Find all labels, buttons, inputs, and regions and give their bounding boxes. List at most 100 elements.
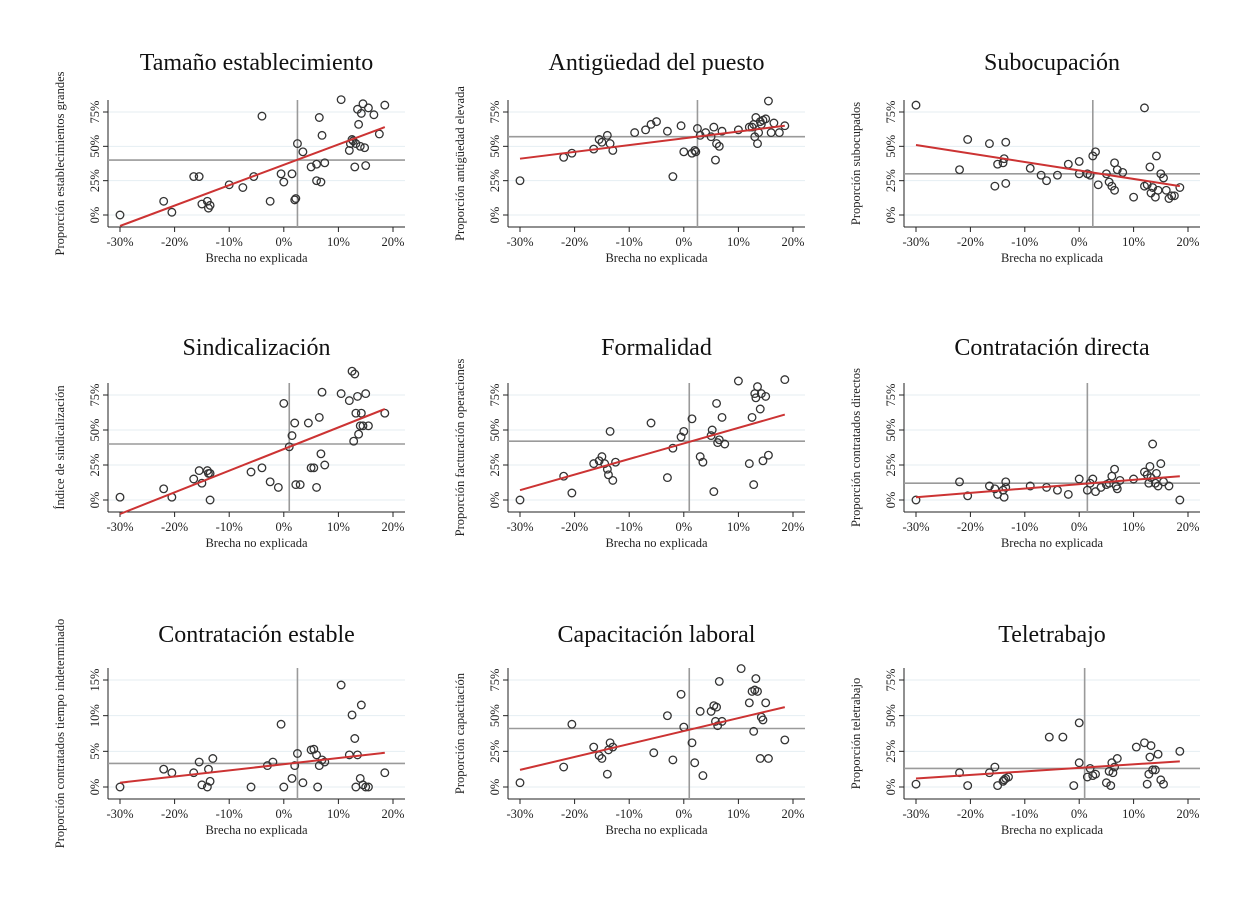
data-point	[290, 418, 300, 428]
data-point	[1042, 176, 1052, 186]
x-tick-label: -10%	[216, 235, 243, 249]
x-tick-label: 0%	[1071, 520, 1088, 534]
data-point	[769, 118, 779, 128]
data-point	[1110, 762, 1120, 772]
data-point	[363, 782, 373, 792]
data-point	[1148, 183, 1158, 192]
x-tick-label: 20%	[782, 807, 805, 821]
y-tick-label: 0%	[884, 207, 898, 224]
x-tick-label: -20%	[161, 520, 188, 534]
data-point	[360, 143, 370, 153]
data-point	[194, 757, 204, 767]
data-point	[279, 782, 289, 792]
data-point	[911, 100, 921, 110]
data-point	[714, 141, 724, 151]
x-tick-label: 20%	[782, 235, 805, 249]
data-point	[1044, 732, 1054, 742]
data-point	[361, 782, 371, 792]
data-point	[709, 487, 719, 497]
y-tick-label: 75%	[488, 384, 502, 407]
data-point	[911, 779, 921, 789]
data-point	[287, 773, 297, 783]
data-point	[293, 749, 302, 758]
data-point	[751, 393, 761, 403]
data-point	[159, 764, 169, 774]
data-point	[1001, 178, 1011, 188]
data-point	[1091, 769, 1100, 779]
data-point	[336, 95, 346, 105]
x-tick-label: 10%	[727, 807, 750, 821]
panel-3: Subocupación -30% -20% -10% 0% 10% 20% 0% 25% 50%…	[849, 50, 1200, 265]
data-point	[1159, 173, 1168, 183]
data-point	[1118, 167, 1128, 177]
x-tick-label: -30%	[902, 807, 929, 821]
data-point	[1150, 765, 1160, 775]
data-point	[990, 181, 1000, 191]
data-point	[1131, 742, 1141, 752]
data-point	[1063, 159, 1073, 169]
data-point	[167, 207, 177, 217]
data-point	[1112, 484, 1122, 494]
data-point	[1150, 478, 1160, 488]
data-point	[695, 452, 705, 462]
data-point	[1063, 489, 1073, 499]
x-tick-label: -10%	[216, 520, 243, 534]
data-point	[1151, 468, 1161, 478]
y-tick-label: 75%	[884, 101, 898, 124]
data-point	[354, 119, 364, 129]
data-point	[998, 776, 1008, 786]
data-point	[1101, 778, 1111, 788]
y-tick-label: 0%	[884, 492, 898, 509]
data-point	[312, 750, 322, 760]
data-point	[246, 782, 256, 792]
data-point	[709, 122, 719, 132]
data-point	[687, 738, 697, 748]
data-point	[600, 459, 610, 469]
panel-title: Capacitación laboral	[558, 622, 756, 648]
data-point	[257, 463, 267, 473]
data-point	[363, 421, 373, 431]
fit-line	[119, 751, 385, 784]
data-point	[763, 96, 773, 106]
data-point	[1164, 194, 1174, 203]
data-point	[1069, 781, 1079, 791]
data-point	[993, 781, 1003, 791]
x-tick-label: 20%	[382, 807, 405, 821]
data-point	[695, 706, 705, 716]
data-point	[313, 782, 323, 792]
panel-2: Antigüedad del puesto -30% -20% -10% 0% 10% 20…	[453, 50, 805, 265]
data-point	[314, 113, 324, 122]
data-point	[303, 418, 313, 428]
data-point	[990, 484, 1000, 494]
data-point	[257, 111, 267, 121]
data-point	[720, 439, 730, 449]
data-point	[380, 768, 390, 778]
data-point	[733, 376, 743, 386]
data-point	[1175, 746, 1185, 756]
x-tick-label: -10%	[1011, 807, 1038, 821]
data-point	[963, 491, 973, 501]
data-point	[1129, 192, 1139, 202]
data-point	[279, 398, 289, 408]
x-tick-label: 0%	[275, 520, 292, 534]
data-point	[691, 147, 701, 157]
data-point	[276, 169, 286, 179]
data-point	[711, 155, 720, 165]
x-tick-label: -30%	[902, 235, 929, 249]
data-point	[347, 366, 357, 376]
panel-title: Contratación estable	[158, 622, 355, 648]
data-point	[194, 172, 204, 181]
data-point	[355, 141, 365, 151]
x-axis-title: Brecha no explicada	[205, 251, 307, 265]
x-tick-label: -30%	[506, 235, 533, 249]
data-point	[298, 778, 308, 788]
data-point	[1142, 779, 1152, 789]
x-tick-label: 10%	[327, 807, 350, 821]
data-point	[1146, 741, 1156, 751]
data-point	[984, 139, 994, 149]
data-point	[361, 389, 371, 399]
data-point	[1153, 749, 1163, 759]
data-point	[649, 748, 659, 758]
x-tick-label: 0%	[1071, 807, 1088, 821]
y-axis-title: Proporción antigüedad elevada	[453, 86, 467, 241]
